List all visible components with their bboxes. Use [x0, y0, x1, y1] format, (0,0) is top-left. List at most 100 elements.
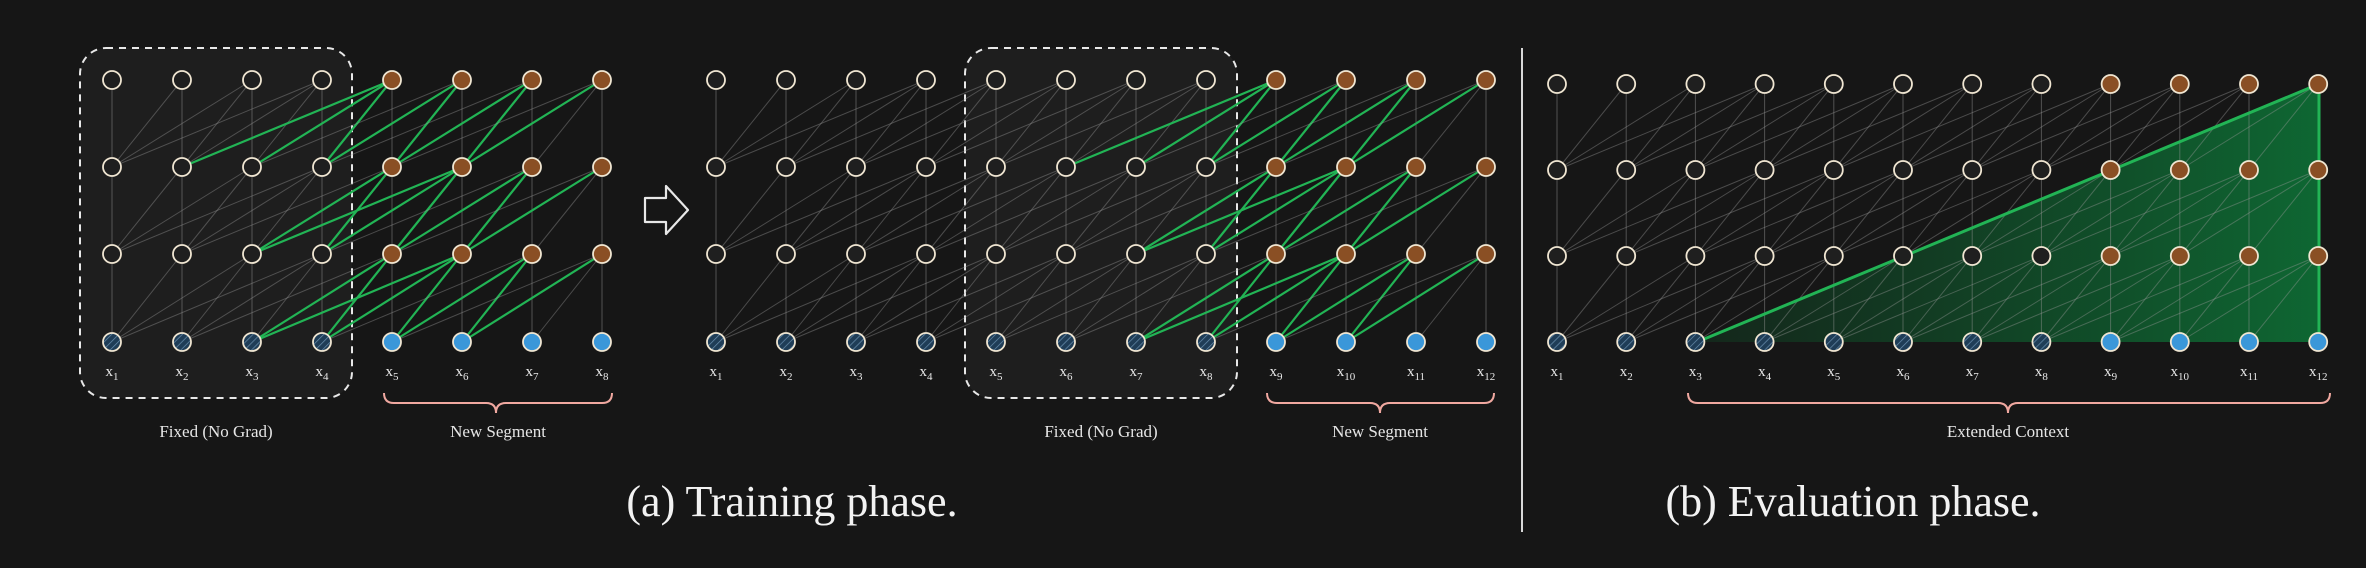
attention-edge — [995, 253, 1067, 343]
hidden-state-node — [1476, 157, 1496, 177]
hidden-state-node — [2308, 74, 2329, 94]
hidden-state-node — [1962, 160, 1983, 180]
hidden-state-node — [846, 157, 866, 177]
token-label: x8 — [596, 364, 610, 383]
token-label: x5 — [990, 364, 1004, 383]
token-label: x11 — [2240, 364, 2258, 383]
hidden-state-node — [1823, 160, 1844, 180]
attention-edge — [995, 166, 1137, 255]
attention-edge — [715, 253, 787, 343]
input-token-node — [1547, 332, 1567, 352]
attention-edge — [181, 253, 253, 343]
attention-edge — [1556, 169, 1627, 257]
attention-edge — [855, 253, 1067, 343]
attention-edge — [995, 253, 1137, 343]
hidden-state-node — [1336, 70, 1356, 90]
token-label: x3 — [850, 364, 864, 383]
hidden-state-node — [1547, 246, 1567, 266]
attention-edge — [181, 253, 323, 343]
attention-edge — [251, 253, 323, 343]
input-token-node — [1266, 332, 1286, 352]
hidden-state-node — [2100, 74, 2121, 94]
attention-edge — [111, 79, 323, 168]
token-label: x6 — [1060, 364, 1074, 383]
attention-edge — [1833, 83, 1973, 171]
attention-edge — [2248, 83, 2319, 171]
attention-edge — [181, 253, 393, 343]
input-token-node — [172, 332, 192, 352]
attention-edge — [855, 166, 927, 255]
caption-evaluation: (b) Evaluation phase. — [1665, 477, 2040, 526]
attention-edge — [1275, 166, 1487, 255]
token-label: x4 — [1758, 364, 1772, 383]
hidden-state-node — [2308, 160, 2329, 180]
attention-edge — [1065, 253, 1207, 343]
attention-edge — [2110, 255, 2319, 343]
token-label: x4 — [316, 364, 330, 383]
gradient-edge — [1205, 79, 1277, 168]
hidden-state-node — [1754, 74, 1775, 94]
gradient-edge — [1205, 253, 1347, 343]
hidden-state-node — [986, 157, 1006, 177]
hidden-state-node — [776, 244, 796, 264]
hidden-state-node — [1962, 74, 1983, 94]
attention-edge — [1972, 169, 2180, 257]
input-token-node — [706, 332, 726, 352]
hidden-state-node — [452, 70, 472, 90]
gradient-edge — [1345, 253, 1417, 343]
attention-edge — [1902, 169, 2042, 257]
attention-edge — [1065, 79, 1207, 168]
attention-edge — [855, 253, 997, 343]
attention-edge — [785, 166, 927, 255]
attention-edge — [1902, 169, 1973, 257]
hidden-state-node — [1685, 160, 1706, 180]
hidden-state-node — [1616, 160, 1637, 180]
attention-edge — [715, 79, 787, 168]
token-label: x5 — [386, 364, 400, 383]
hidden-state-node — [2031, 246, 2052, 266]
hidden-state-node — [172, 70, 192, 90]
hidden-state-node — [1406, 244, 1426, 264]
attention-edge — [2041, 255, 2111, 343]
hidden-state-node — [1266, 70, 1286, 90]
attention-edge — [1556, 83, 1765, 171]
fixed-no-grad-label: Fixed (No Grad) — [1044, 422, 1157, 441]
attention-edge — [2041, 83, 2181, 171]
hidden-state-node — [1476, 70, 1496, 90]
attention-edge — [1902, 83, 1973, 171]
gradient-edge — [1275, 253, 1347, 343]
gradient-edge — [1275, 79, 1417, 168]
attention-edge — [1764, 255, 1904, 343]
attention-edge — [321, 79, 533, 168]
gradient-edge — [251, 253, 393, 343]
gradient-edge — [1205, 166, 1347, 255]
hidden-state-node — [1823, 246, 1844, 266]
attention-edge — [1695, 169, 1765, 257]
gradient-edge — [1345, 79, 1487, 168]
extended-context-bracket — [1687, 392, 2331, 414]
input-token-node — [382, 332, 402, 352]
gradient-edge — [251, 252, 463, 344]
attention-edge — [1065, 253, 1137, 343]
attention-edge — [1205, 166, 1417, 255]
token-label: x3 — [246, 364, 260, 383]
gradient-edge — [461, 79, 603, 168]
input-token-node — [1685, 332, 1706, 352]
hidden-state-node — [1056, 70, 1076, 90]
hidden-state-node — [706, 244, 726, 264]
hidden-state-node — [1056, 244, 1076, 264]
attention-edge — [181, 166, 323, 255]
hidden-state-node — [1893, 160, 1913, 180]
attention-edge — [855, 79, 997, 168]
token-label: x1 — [1551, 364, 1564, 383]
attention-edge — [715, 79, 927, 168]
token-label: x8 — [2035, 364, 2048, 383]
attention-edge — [785, 253, 857, 343]
hidden-state-node — [172, 157, 192, 177]
attention-edge — [995, 79, 1207, 168]
attention-edge — [1971, 255, 2111, 343]
attention-edge — [925, 79, 1067, 168]
attention-edge — [1833, 169, 1904, 257]
attention-edge — [1764, 83, 1835, 171]
attention-edge — [321, 166, 533, 255]
